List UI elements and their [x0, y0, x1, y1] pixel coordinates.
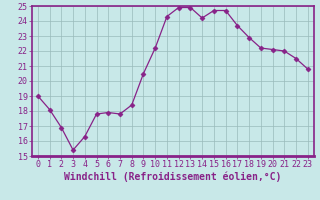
X-axis label: Windchill (Refroidissement éolien,°C): Windchill (Refroidissement éolien,°C): [64, 172, 282, 182]
